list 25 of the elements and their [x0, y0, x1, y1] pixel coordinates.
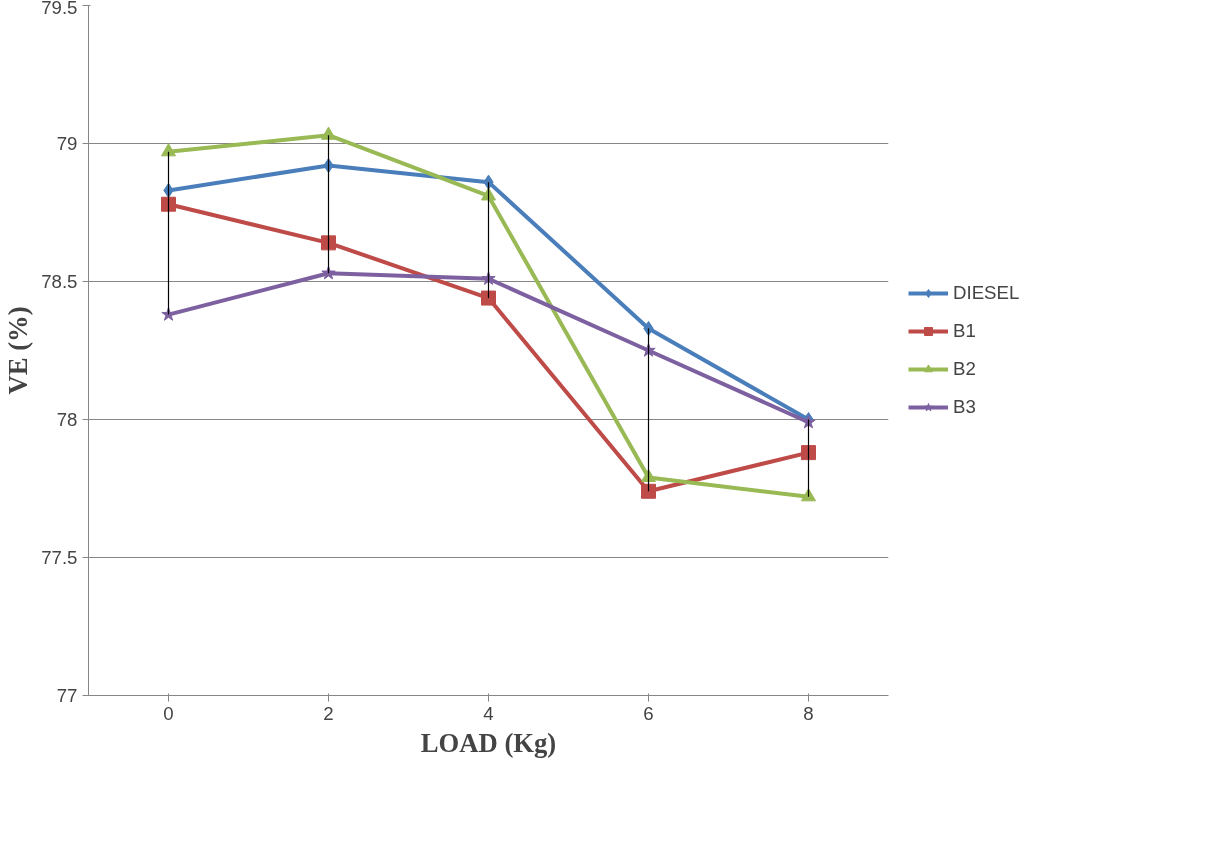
point — [641, 483, 656, 499]
legend-label: B3 — [953, 396, 976, 418]
y-tick-label: 77.5 — [41, 547, 78, 568]
y-tick-label: 79 — [56, 133, 78, 154]
point — [161, 143, 176, 157]
x-tick-label: 0 — [163, 702, 174, 724]
y-tick-label: 79.5 — [41, 0, 78, 18]
legend-label: DIESEL — [953, 282, 1020, 304]
x-tick-label: 8 — [803, 702, 814, 724]
y-axis-title: VE (%) — [3, 306, 34, 395]
legend-label: B1 — [953, 320, 976, 342]
x-axis-title: LOAD (Kg) — [420, 727, 557, 758]
y-tick-label: 77 — [56, 685, 78, 706]
point — [161, 196, 176, 212]
point — [801, 488, 816, 502]
point — [321, 126, 336, 140]
y-tick-label: 78 — [56, 409, 78, 430]
point — [481, 290, 496, 306]
x-tick-label: 4 — [483, 702, 494, 724]
y-tick-label: 78.5 — [41, 271, 78, 292]
legend-label: B2 — [953, 358, 976, 380]
x-tick-label: 6 — [643, 702, 654, 724]
x-tick-label: 2 — [323, 702, 334, 724]
point — [321, 235, 336, 251]
point — [801, 445, 816, 461]
